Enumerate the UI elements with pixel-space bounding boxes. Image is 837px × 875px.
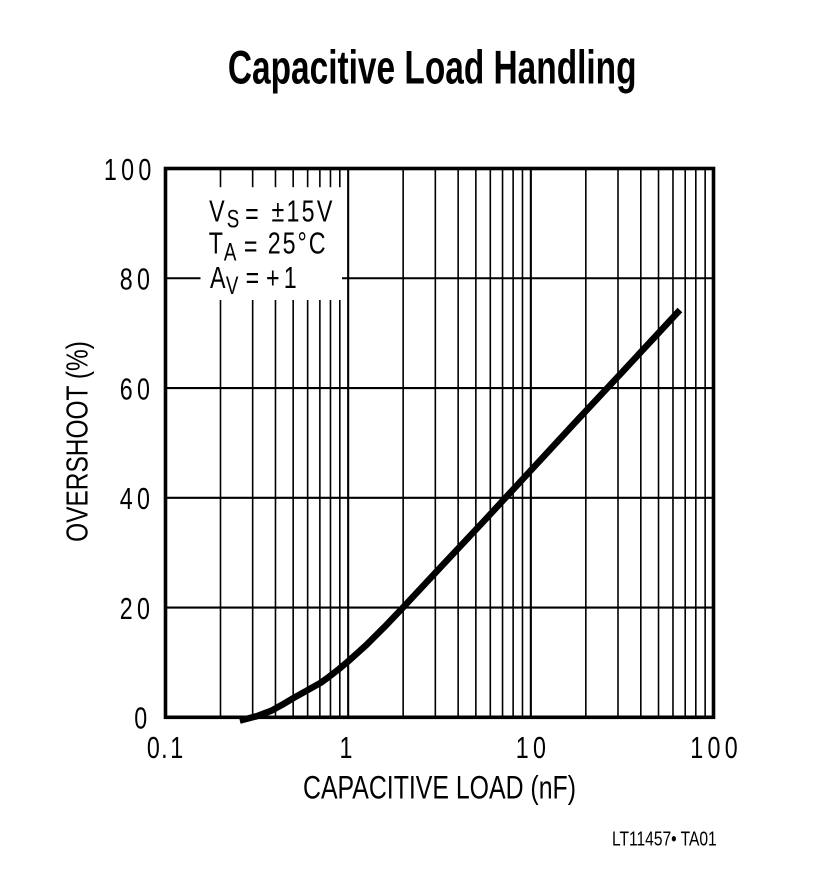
svg-text:OVERSHOOT (%): OVERSHOOT (%) [60,341,94,542]
svg-text:100: 100 [690,730,742,765]
svg-text:AV=+1: AV = +1 [210,260,301,300]
svg-text:LT11457• TA01: LT11457• TA01 [612,827,717,850]
svg-text:60: 60 [120,371,154,406]
svg-text:1: 1 [340,730,357,765]
svg-text:CAPACITIVE LOAD (nF): CAPACITIVE LOAD (nF) [303,771,576,807]
svg-text:Capacitive Load Handling: Capacitive Load Handling [228,41,637,94]
svg-text:0.1: 0.1 [147,730,183,765]
svg-text:10: 10 [516,730,550,765]
svg-text:20: 20 [120,591,154,626]
svg-text:100: 100 [104,152,156,187]
svg-text:80: 80 [120,261,154,296]
svg-text:40: 40 [120,481,154,516]
svg-text:0: 0 [134,700,151,735]
svg-text:TA=25°C: TA = 25°C [209,225,328,266]
